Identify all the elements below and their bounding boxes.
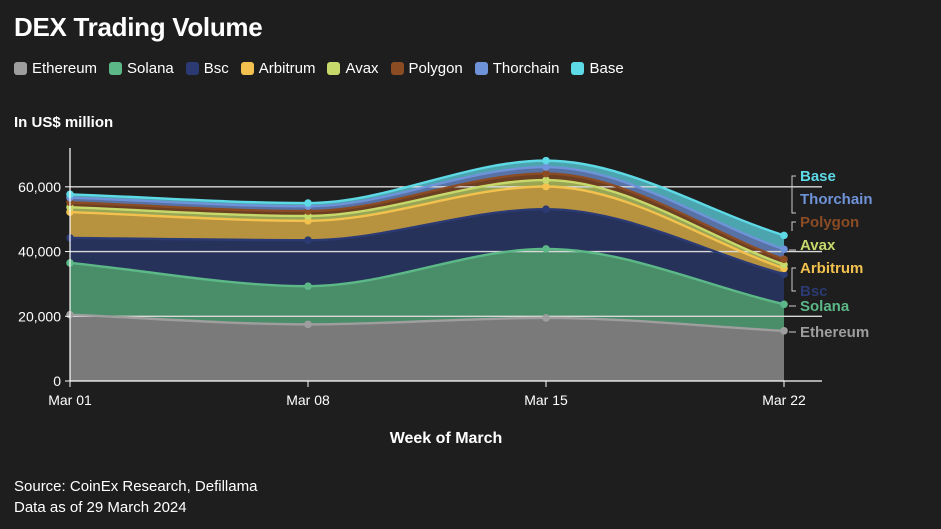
legend-item-avax: Avax [327,60,379,77]
point-bsc [542,205,550,213]
legend-swatch-polygon [390,62,404,75]
line-avax [69,178,785,266]
y-tick-label: 0 [53,373,61,389]
legend-swatch-avax [327,62,341,75]
line-thorchain [69,165,785,251]
x-tick-label: Mar 15 [524,392,568,408]
end-label-bracket-upper [791,175,796,214]
end-label-polygon: Polygon [800,214,859,231]
point-base [780,231,788,240]
point-base [304,199,312,207]
x-tick-label: Mar 01 [48,392,92,408]
point-polygon [780,255,788,264]
end-label-bsc: Bsc [800,283,828,300]
legend-swatch-thorchain [474,62,488,75]
area-solana [70,248,784,331]
line-arbitrum [69,185,785,270]
legend-swatch-solana [109,62,123,75]
point-thorchain [542,163,550,171]
y-unit-label: In US$ million [14,114,114,131]
end-label-bracket-mid [791,221,796,231]
source-note: Source: CoinEx Research, Defillama Data … [14,476,257,518]
legend-swatch-base [571,62,585,75]
legend-item-thorchain: Thorchain [474,60,560,77]
legend-label-polygon: Polygon [408,60,463,77]
point-solana [542,245,550,253]
point-bsc [780,270,788,279]
area-arbitrum [70,186,784,275]
legend-item-bsc: Bsc [185,60,229,77]
data-date-line: Data as of 29 March 2024 [14,499,187,516]
x-tick-label: Mar 08 [286,392,330,408]
point-ethereum [780,327,788,335]
x-tick-label: Mar 22 [762,392,806,408]
end-label-avax: Avax [800,237,836,254]
end-label-ethereum: Ethereum [800,324,869,341]
legend-swatch-arbitrum [240,62,254,75]
point-ethereum [304,320,312,329]
point-polygon [542,169,550,178]
legend-label-thorchain: Thorchain [492,60,560,77]
point-ethereum [542,314,550,322]
legend-label-ethereum: Ethereum [32,60,98,77]
end-label-base: Base [800,168,836,185]
area-bsc [70,209,784,305]
line-base [69,159,785,237]
legend-swatch-ethereum [14,62,27,75]
legend-label-bsc: Bsc [203,60,229,77]
legend-label-avax: Avax [345,60,379,77]
point-thorchain [780,245,788,254]
legend-swatch-bsc [185,62,199,75]
line-solana [69,247,785,306]
point-solana [780,300,788,309]
line-polygon [69,172,785,261]
end-label-bracket-lower [791,267,796,292]
end-label-thorchain: Thorchain [800,191,873,208]
point-arbitrum [542,182,550,191]
y-tick-label: 60,000 [18,179,61,195]
legend-item-polygon: Polygon [390,60,463,77]
legend-label-base: Base [589,60,624,77]
x-axis-title: Week of March [390,430,503,447]
legend-label-solana: Solana [127,60,174,77]
line-bsc [69,207,785,276]
legend-label-arbitrum: Arbitrum [258,60,316,77]
line-ethereum [69,313,785,333]
legend: Ethereum Solana Bsc Arbitrum Avax Polygo… [14,60,624,77]
end-label-arbitrum: Arbitrum [800,260,863,277]
y-tick-label: 20,000 [18,308,61,324]
end-label-solana: Solana [800,298,850,315]
point-avax [542,176,550,184]
legend-item-ethereum: Ethereum [14,60,97,77]
source-line: Source: CoinEx Research, Defillama [14,478,258,495]
point-solana [304,282,312,290]
legend-item-solana: Solana [109,60,174,77]
point-base [542,156,550,165]
area-ethereum [70,314,784,381]
legend-item-arbitrum: Arbitrum [240,60,316,77]
legend-item-base: Base [571,60,624,77]
chart-title: DEX Trading Volume [14,12,263,42]
point-bsc [304,236,312,245]
y-tick-label: 40,000 [18,244,61,260]
